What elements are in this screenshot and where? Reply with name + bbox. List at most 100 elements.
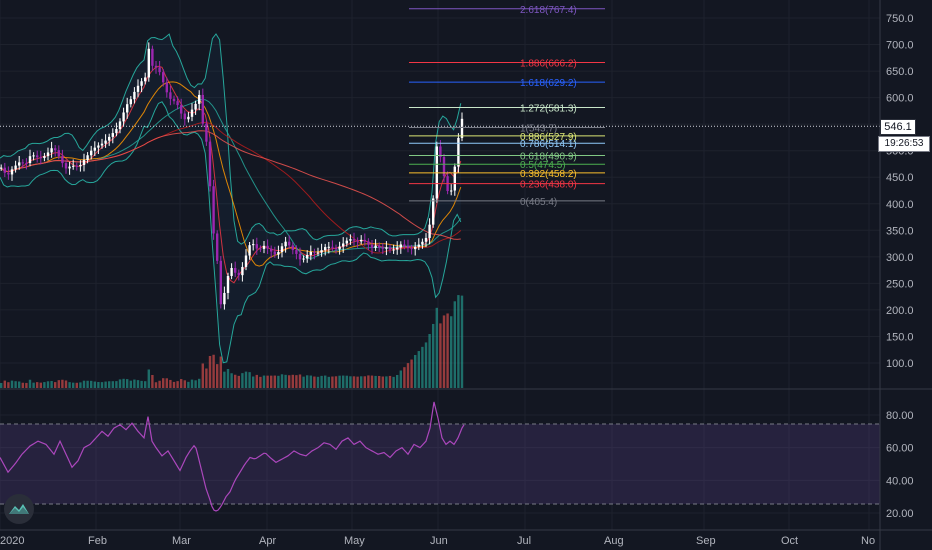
volume-bar (306, 375, 309, 388)
volume-bar (338, 375, 341, 388)
candle-body (442, 157, 446, 177)
volume-bar (270, 375, 273, 388)
last-price-tag: 546.1 (880, 119, 916, 136)
candle-body (414, 246, 417, 250)
candle-body (432, 198, 435, 225)
candle-body (298, 253, 302, 260)
volume-bar (3, 380, 6, 388)
volume-bar (406, 363, 410, 388)
candle-body (97, 145, 100, 148)
volume-bar (345, 375, 348, 388)
volume-bar (14, 381, 17, 388)
volume-bar (18, 381, 21, 388)
volume-bar (61, 379, 64, 388)
volume-bar (126, 379, 129, 388)
volume-bar (230, 373, 233, 388)
candle-body (345, 240, 348, 244)
volume-bar (183, 380, 186, 388)
volume-bar (288, 375, 291, 388)
volume-bar (352, 376, 356, 388)
volume-bar (313, 376, 316, 388)
candle-body (349, 239, 352, 241)
volume-bar (237, 375, 240, 388)
fib-level-label: 0.886(527.9) (520, 132, 577, 143)
candle-body (108, 136, 111, 141)
candle-body (198, 94, 201, 104)
volume-bar (158, 380, 161, 388)
rsi-band-fill (0, 423, 880, 505)
volume-bar (144, 381, 147, 388)
fibonacci-retracement[interactable]: 2.618(767.4) 1.886(666.2) 1.618(629.2) 1.27… (409, 5, 605, 208)
fib-level-label: 2.618(767.4) (520, 5, 577, 16)
volume-bar (201, 363, 204, 388)
volume-bar (75, 382, 78, 388)
time-tick-label: 2020 (0, 535, 24, 547)
candle-body (392, 249, 395, 251)
fib-level-label: 0.236(438.0) (520, 180, 577, 191)
volume-bar (194, 380, 197, 388)
volume-bar (46, 381, 50, 388)
candle-body (280, 246, 284, 253)
candle-body (424, 237, 428, 242)
candle-body (28, 156, 32, 164)
candle-body (75, 165, 78, 167)
time-tick-label: Oct (781, 535, 798, 547)
volume-bar (169, 379, 172, 388)
volume-bar (385, 376, 388, 388)
volume-bar (414, 355, 417, 388)
bollinger-upper (0, 33, 462, 245)
candle-body (183, 113, 186, 120)
candle-body (25, 162, 28, 164)
volume-bar (129, 380, 132, 388)
candle-body (374, 245, 377, 248)
volume-bar (223, 371, 226, 388)
candle-body (190, 109, 194, 117)
candle-body (79, 164, 82, 167)
rsi-tick-label: 60.00 (886, 443, 914, 455)
volume-bar (147, 369, 150, 388)
candle-body (46, 152, 50, 157)
bollinger-lower (0, 101, 462, 364)
price-tick-label: 650.0 (886, 66, 914, 78)
candle-body (169, 92, 172, 99)
volume-bar (50, 381, 53, 388)
candle-body (313, 251, 316, 253)
candle-body (39, 157, 42, 159)
volume-bar (64, 380, 68, 388)
candle-body (61, 156, 64, 164)
volume-bar (435, 307, 438, 388)
time-tick-label: Mar (172, 535, 191, 547)
volume-bar (212, 354, 215, 388)
volume-bar (417, 351, 420, 388)
volume-bar (165, 378, 168, 388)
candle-body (252, 244, 255, 246)
volume-bar (79, 382, 82, 388)
volume-bar (327, 376, 330, 388)
volume-bar (39, 382, 42, 388)
candle-body (126, 104, 129, 113)
volume-bar (421, 346, 424, 388)
volume-bar (291, 374, 294, 388)
time-axis-labels[interactable]: 2020 Feb Mar Apr May Jun Jul Aug Sep Oct No (0, 535, 875, 547)
volume-bar (122, 378, 125, 388)
candle-body (450, 190, 453, 192)
volume-bar (21, 382, 24, 388)
price-tick-label: 400.0 (886, 199, 914, 211)
candle-body (18, 162, 21, 166)
tradingview-logo-icon[interactable] (4, 494, 34, 524)
rsi-axis-labels[interactable]: 20.00 40.00 60.00 80.00 (886, 410, 914, 520)
candle-body (122, 112, 125, 122)
candle-body (302, 258, 305, 260)
volume-bar (133, 379, 136, 388)
candle-body (36, 155, 39, 158)
volume-bar (7, 382, 10, 388)
volume-bar (453, 301, 456, 388)
volume-bar (252, 376, 255, 388)
candle-body (241, 266, 244, 276)
volume-bar (266, 375, 269, 388)
candle-body (176, 101, 179, 106)
volume-bar (198, 378, 201, 388)
candle-body (309, 251, 312, 255)
